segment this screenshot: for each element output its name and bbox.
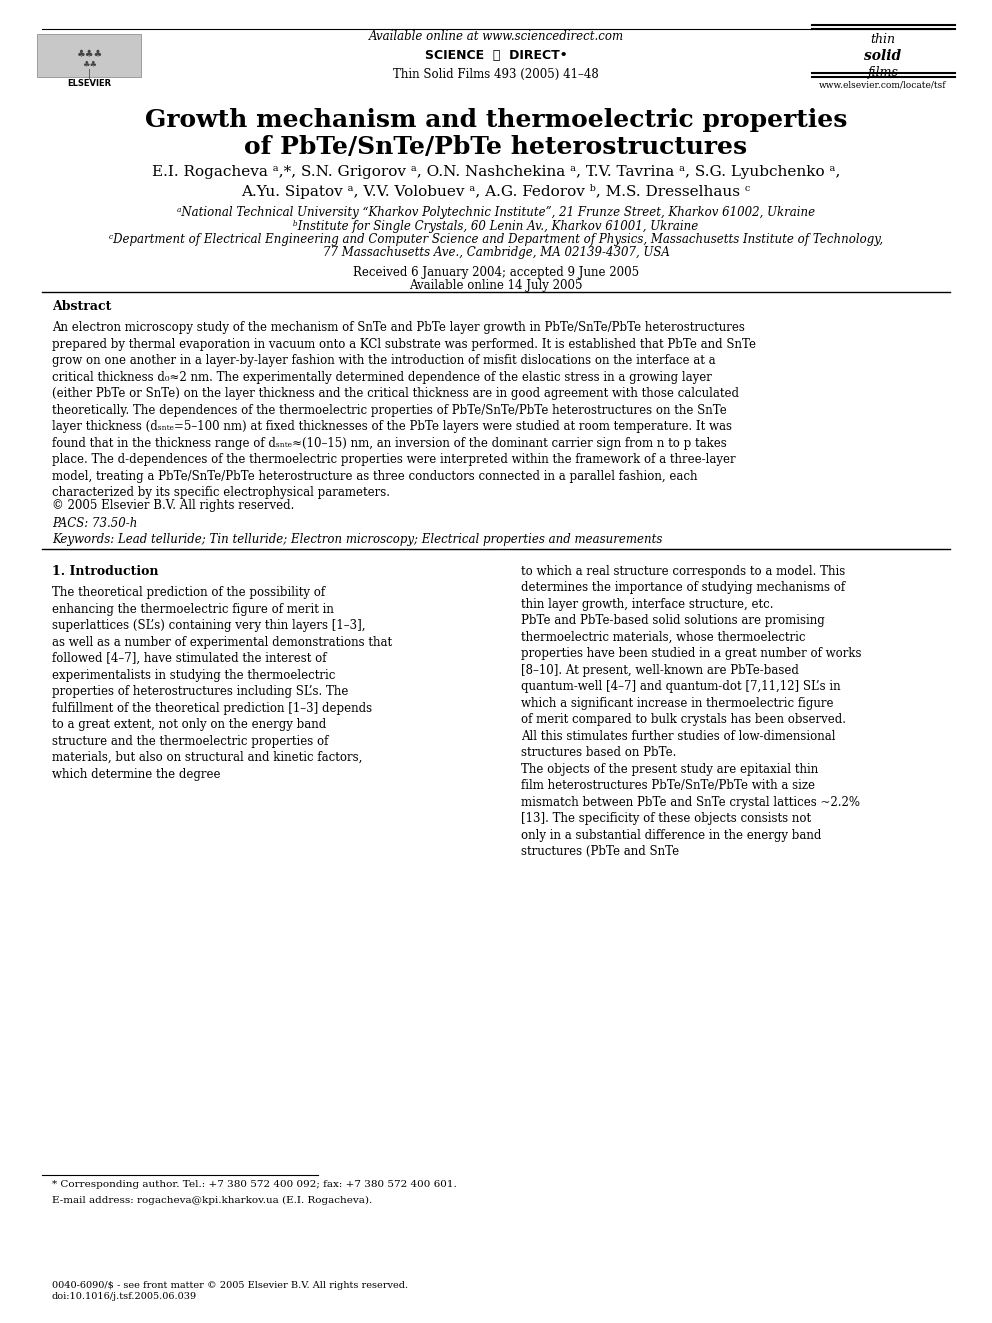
FancyBboxPatch shape (37, 34, 141, 77)
Text: PACS: 73.50-h: PACS: 73.50-h (52, 517, 137, 531)
Text: 0040-6090/$ - see front matter © 2005 Elsevier B.V. All rights reserved.
doi:10.: 0040-6090/$ - see front matter © 2005 El… (52, 1281, 408, 1302)
Text: E.I. Rogacheva ᵃ,*, S.N. Grigorov ᵃ, O.N. Nashchekina ᵃ, T.V. Tavrina ᵃ, S.G. Ly: E.I. Rogacheva ᵃ,*, S.N. Grigorov ᵃ, O.N… (152, 165, 840, 180)
Text: to which a real structure corresponds to a model. This
determines the importance: to which a real structure corresponds to… (521, 565, 861, 859)
Text: |: | (88, 69, 91, 79)
Text: Available online at www.sciencedirect.com: Available online at www.sciencedirect.co… (368, 30, 624, 44)
Text: 1. Introduction: 1. Introduction (52, 565, 159, 578)
Text: ELSEVIER: ELSEVIER (67, 79, 111, 89)
Text: thin: thin (870, 33, 895, 46)
Text: E-mail address: rogacheva@kpi.kharkov.ua (E.I. Rogacheva).: E-mail address: rogacheva@kpi.kharkov.ua… (52, 1196, 372, 1205)
Text: Available online 14 July 2005: Available online 14 July 2005 (410, 279, 582, 292)
Text: ᵇInstitute for Single Crystals, 60 Lenin Av., Kharkov 61001, Ukraine: ᵇInstitute for Single Crystals, 60 Lenin… (294, 220, 698, 233)
Text: Received 6 January 2004; accepted 9 June 2005: Received 6 January 2004; accepted 9 June… (353, 266, 639, 279)
Text: films: films (867, 66, 898, 79)
Text: Growth mechanism and thermoelectric properties: Growth mechanism and thermoelectric prop… (145, 108, 847, 132)
Text: © 2005 Elsevier B.V. All rights reserved.: © 2005 Elsevier B.V. All rights reserved… (52, 499, 295, 512)
Text: Abstract: Abstract (52, 300, 111, 314)
Text: ᵃNational Technical University “Kharkov Polytechnic Institute”, 21 Frunze Street: ᵃNational Technical University “Kharkov … (177, 206, 815, 220)
Text: Keywords: Lead telluride; Tin telluride; Electron microscopy; Electrical propert: Keywords: Lead telluride; Tin telluride;… (52, 533, 663, 546)
Text: The theoretical prediction of the possibility of
enhancing the thermoelectric fi: The theoretical prediction of the possib… (52, 586, 392, 781)
Text: Thin Solid Films 493 (2005) 41–48: Thin Solid Films 493 (2005) 41–48 (393, 67, 599, 81)
Text: ♣♣: ♣♣ (82, 60, 97, 69)
Text: solid: solid (864, 49, 902, 64)
Text: * Corresponding author. Tel.: +7 380 572 400 092; fax: +7 380 572 400 601.: * Corresponding author. Tel.: +7 380 572… (52, 1180, 456, 1189)
Text: An electron microscopy study of the mechanism of SnTe and PbTe layer growth in P: An electron microscopy study of the mech… (52, 321, 756, 500)
Text: 77 Massachusetts Ave., Cambridge, MA 02139-4307, USA: 77 Massachusetts Ave., Cambridge, MA 021… (322, 246, 670, 259)
Text: www.elsevier.com/locate/tsf: www.elsevier.com/locate/tsf (819, 81, 946, 90)
Text: ♣♣♣: ♣♣♣ (76, 49, 102, 60)
Text: ᶜDepartment of Electrical Engineering and Computer Science and Department of Phy: ᶜDepartment of Electrical Engineering an… (109, 233, 883, 246)
Text: SCIENCE  ⓓ  DIRECT•: SCIENCE ⓓ DIRECT• (425, 49, 567, 62)
Text: of PbTe/SnTe/PbTe heterostructures: of PbTe/SnTe/PbTe heterostructures (244, 135, 748, 159)
Text: A.Yu. Sipatov ᵃ, V.V. Volobuev ᵃ, A.G. Fedorov ᵇ, M.S. Dresselhaus ᶜ: A.Yu. Sipatov ᵃ, V.V. Volobuev ᵃ, A.G. F… (241, 184, 751, 198)
